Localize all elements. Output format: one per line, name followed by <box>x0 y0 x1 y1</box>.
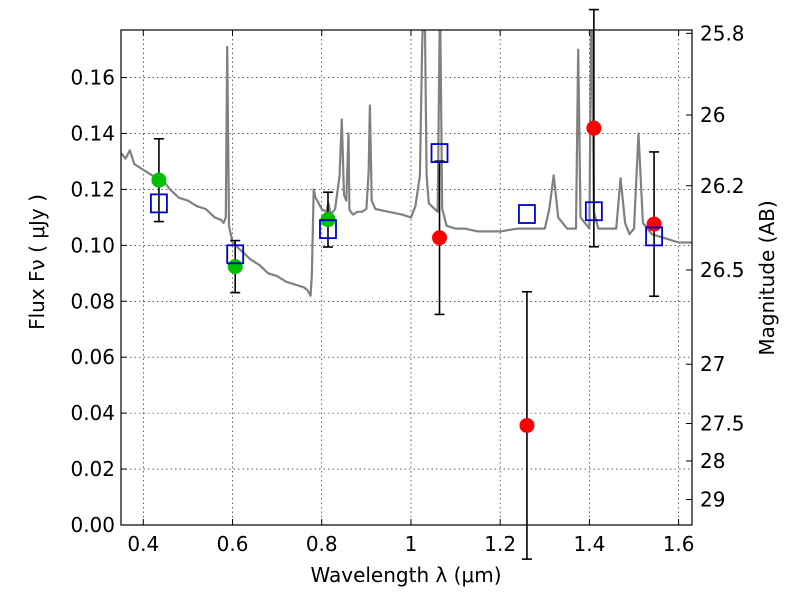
y2-tick-label: 28 <box>700 449 725 473</box>
y-axis-title: Flux Fν ( μJy ) <box>25 194 49 330</box>
data-point-red <box>586 120 602 136</box>
x-tick-labels: 0.4 0.6 0.8 1 1.2 1.4 1.6 <box>127 532 694 556</box>
x-tick-label: 0.8 <box>306 532 338 556</box>
data-point-red <box>646 216 662 232</box>
model-flux-square <box>430 143 449 163</box>
x-tick-label: 0.4 <box>127 532 159 556</box>
x-tick-label: 1.4 <box>573 532 605 556</box>
x-tick-label: 1 <box>405 532 418 556</box>
y2-tick-label: 27 <box>700 352 725 376</box>
x-tick-label: 1.2 <box>484 532 516 556</box>
model-flux-square <box>150 193 168 214</box>
y-tick-label: 0.06 <box>70 345 115 369</box>
y-tick-label: 0.12 <box>70 177 115 201</box>
model-flux-square <box>319 219 337 240</box>
data-point-red <box>519 417 535 433</box>
y-tick-label: 0.00 <box>70 513 115 537</box>
grid-lines <box>121 30 692 525</box>
y2-tick-label: 29 <box>700 488 725 512</box>
ticks-group <box>121 30 692 526</box>
y-tick-labels: 0.00 0.02 0.04 0.06 0.08 0.10 0.12 0.14 0.16 <box>70 66 115 537</box>
y2-tick-label: 27.5 <box>700 411 745 435</box>
y-tick-label: 0.14 <box>70 121 115 145</box>
y2-tick-label: 26 <box>700 103 725 127</box>
model-flux-square <box>226 244 245 265</box>
y2-tick-labels: 25.8 26 26.2 26.5 27 27.5 28 29 <box>700 21 745 511</box>
y2-axis-title: Magnitude (AB) <box>755 200 779 355</box>
y2-tick-label: 25.8 <box>700 21 745 45</box>
data-point-green <box>151 172 167 188</box>
model-flux-square <box>584 201 603 222</box>
y-tick-label: 0.08 <box>70 289 115 313</box>
model-flux-square <box>518 204 536 224</box>
model-flux-square <box>645 226 663 247</box>
x-tick-label: 1.6 <box>663 532 695 556</box>
y-tick-label: 0.16 <box>70 66 115 90</box>
data-points-group <box>150 120 663 433</box>
plot-frame <box>120 29 693 526</box>
data-point-green <box>227 259 243 275</box>
x-tick-label: 0.6 <box>217 532 249 556</box>
model-spectrum-group <box>121 30 692 297</box>
y-tick-label: 0.04 <box>70 401 115 425</box>
y2-tick-label: 26.5 <box>700 258 745 282</box>
data-point-red <box>432 230 448 246</box>
error-bars-group <box>153 8 660 560</box>
model-spectrum-line <box>121 30 692 297</box>
y-tick-label: 0.02 <box>70 457 115 481</box>
y-tick-label: 0.10 <box>70 233 115 257</box>
y2-tick-label: 26.2 <box>700 174 745 198</box>
x-axis-title: Wavelength λ (μm) <box>310 563 501 587</box>
